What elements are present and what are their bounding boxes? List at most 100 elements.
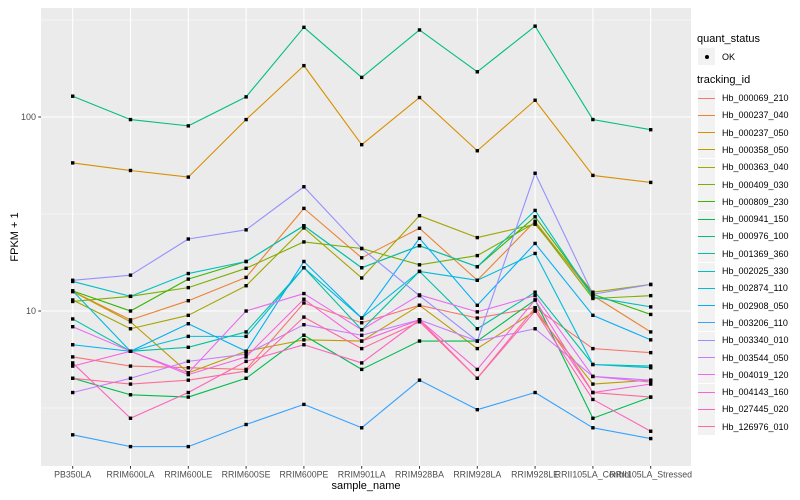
data-point (417, 236, 422, 240)
series-swatch-line (698, 149, 715, 151)
data-point (475, 149, 479, 153)
legend-label: Hb_000809_230 (722, 196, 789, 207)
data-point (71, 390, 75, 395)
series-swatch-line (698, 357, 715, 358)
data-point (128, 309, 133, 313)
data-point (71, 324, 75, 329)
data-point (302, 226, 306, 230)
data-point (244, 376, 248, 380)
data-point (244, 259, 248, 264)
legend-label: Hb_000976_100 (722, 231, 789, 242)
legend-entry-Hb_126976_010: Hb_126976_010 (698, 418, 789, 436)
data-point (591, 397, 595, 402)
data-point (475, 346, 479, 351)
series-swatch-line (698, 287, 715, 289)
plot-panel (41, 8, 691, 466)
legend-entry-Hb_002874_110: Hb_002874_110 (698, 279, 788, 297)
data-point (71, 433, 75, 437)
data-point (591, 295, 595, 299)
data-point (186, 390, 190, 395)
data-point (591, 346, 595, 351)
data-point (302, 240, 306, 244)
legend-entry-quant-ok: OK (698, 48, 735, 65)
data-point (244, 349, 248, 353)
series-swatch-line (698, 305, 715, 307)
data-point (128, 327, 133, 331)
data-point (128, 364, 133, 368)
data-point (71, 343, 75, 347)
legend-label: Hb_002908_050 (722, 300, 789, 311)
legend-entry-Hb_003340_010: Hb_003340_010 (698, 331, 789, 349)
data-point (186, 322, 190, 326)
y-tick-label: 100 (21, 112, 36, 122)
legend-entry-Hb_003206_110: Hb_003206_110 (698, 314, 788, 332)
x-tick-label: RRII105LA_Stressed (609, 470, 692, 480)
data-point (417, 293, 422, 297)
legend-key (698, 141, 715, 159)
data-point (475, 367, 479, 372)
legend-entry-Hb_002908_050: Hb_002908_050 (698, 297, 789, 315)
data-point (186, 334, 190, 339)
legend-entry-Hb_000809_230: Hb_000809_230 (698, 193, 789, 211)
data-point (591, 292, 595, 296)
legend-label: Hb_000358_050 (722, 144, 789, 155)
data-point (417, 269, 422, 274)
legend-label: Hb_003544_050 (722, 352, 789, 363)
data-point (128, 393, 133, 397)
data-point (475, 407, 479, 412)
series-swatch-line (698, 218, 715, 220)
data-point (128, 376, 133, 380)
data-point (186, 271, 190, 276)
legend-key (698, 279, 715, 297)
x-tick-label: RRIM928LE (511, 470, 559, 480)
data-point (244, 330, 248, 334)
legend-entry-Hb_002025_330: Hb_002025_330 (698, 262, 789, 280)
data-point (71, 161, 75, 165)
series-swatch-line (698, 322, 715, 324)
series-swatch-line (698, 374, 715, 376)
data-point (128, 416, 133, 420)
data-point (533, 98, 537, 102)
legend-key (698, 193, 715, 211)
data-point (533, 24, 537, 28)
data-point (302, 206, 306, 211)
data-point (302, 315, 306, 319)
legend-key (698, 366, 715, 384)
data-point (591, 382, 595, 386)
data-point (186, 237, 190, 241)
data-point (591, 426, 595, 430)
data-point (475, 316, 479, 320)
data-point (186, 345, 190, 349)
data-point (475, 339, 479, 343)
data-point (649, 282, 653, 287)
legend-label: Hb_002025_330 (722, 266, 789, 276)
data-point (591, 173, 595, 178)
legend-label: Hb_001369_360 (722, 248, 789, 259)
legend-entry-Hb_000976_100: Hb_000976_100 (698, 227, 789, 245)
legend-entry-Hb_004143_160: Hb_004143_160 (698, 383, 789, 401)
legend-entry-Hb_000237_040: Hb_000237_040 (698, 106, 789, 124)
data-point (417, 226, 422, 230)
legend-key (698, 210, 715, 228)
legend-key (698, 400, 715, 418)
data-point (649, 378, 653, 382)
data-point (244, 334, 248, 339)
x-tick-label: RRIM928BA (395, 470, 444, 480)
legend-label: Hb_004019_120 (722, 369, 789, 380)
data-point (475, 235, 479, 240)
data-point (244, 266, 248, 270)
legend-entry-Hb_000941_150: Hb_000941_150 (698, 210, 789, 228)
legend-key (698, 383, 715, 401)
data-point (71, 355, 75, 359)
data-point (302, 322, 306, 327)
y-tick-label: 10 (26, 306, 36, 316)
data-point (186, 366, 190, 370)
legend-key (698, 331, 715, 349)
data-point (186, 299, 190, 303)
data-point (128, 349, 133, 353)
y-axis-title: FPKM + 1 (9, 212, 21, 262)
legend-key (698, 227, 715, 245)
data-point (533, 221, 537, 225)
